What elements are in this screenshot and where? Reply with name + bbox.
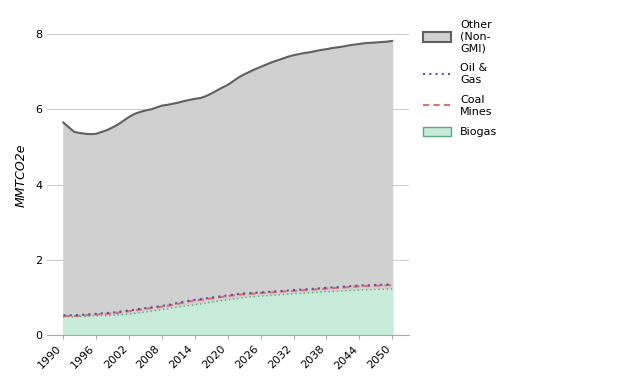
Legend: Other
(Non-
GMI), Oil &
Gas, Coal
Mines, Biogas: Other (Non- GMI), Oil & Gas, Coal Mines,… <box>418 15 503 143</box>
Y-axis label: MMTCO2e: MMTCO2e <box>15 143 28 207</box>
